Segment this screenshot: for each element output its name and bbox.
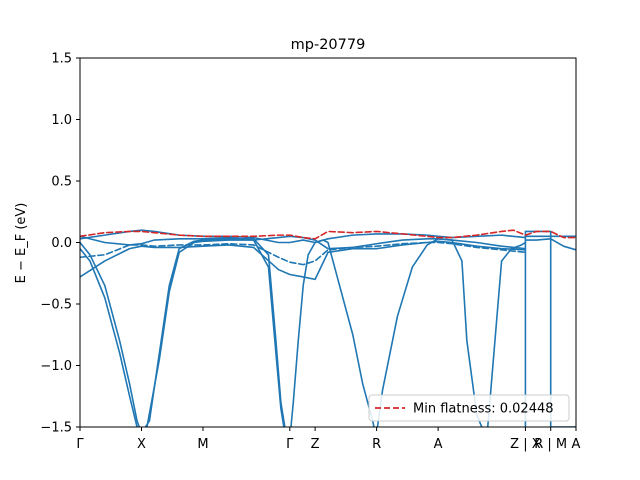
legend-box [368,394,570,422]
y-axis-label-group: E − E_F (eV) [14,203,29,284]
band-line-4 [80,239,285,427]
legend: Min flatness: 0.02448 [368,394,570,422]
flat-band-line [80,229,576,240]
x-tick-label: Z [311,437,320,452]
y-tick-label: 0.5 [51,175,72,190]
x-tick-label: A [434,437,443,452]
legend-label: Min flatness: 0.02448 [413,402,554,417]
band-line-6 [376,238,527,427]
band-line-9 [524,238,576,251]
y-axis-label: E − E_F (eV) [14,203,29,284]
band-line-0 [80,240,527,281]
x-tick-label: M [197,437,208,452]
x-tick-label: Γ [286,437,294,452]
band-line-dashed-10 [80,241,527,266]
series-group [80,229,576,427]
x-tick-label: R [372,437,381,452]
axes: −1.5 −1.0 −0.5 0.0 0.5 1.0 1.5 Γ X M Γ Z R A Z | XR | … [40,52,580,453]
x-tick-label: R | M [534,437,567,452]
x-tick-label: Γ [76,437,84,452]
band-line-5 [290,239,375,427]
y-tick-label: −0.5 [40,298,72,313]
band-line-7 [524,230,576,427]
chart-title: mp-20779 [291,37,366,53]
x-tick-label: X [137,437,146,452]
band-line-2 [80,229,527,244]
y-tick-label: −1.0 [40,359,72,374]
x-tick-label: A [572,437,581,452]
band-line-3 [80,238,286,427]
x-tick-label: Z | X [510,437,541,452]
y-tick-label: −1.5 [40,421,72,436]
y-tick-label: 1.5 [51,52,72,67]
y-tick-label: 0.0 [51,236,72,251]
plot-area [80,229,576,427]
y-tick-label: 1.0 [51,113,72,128]
